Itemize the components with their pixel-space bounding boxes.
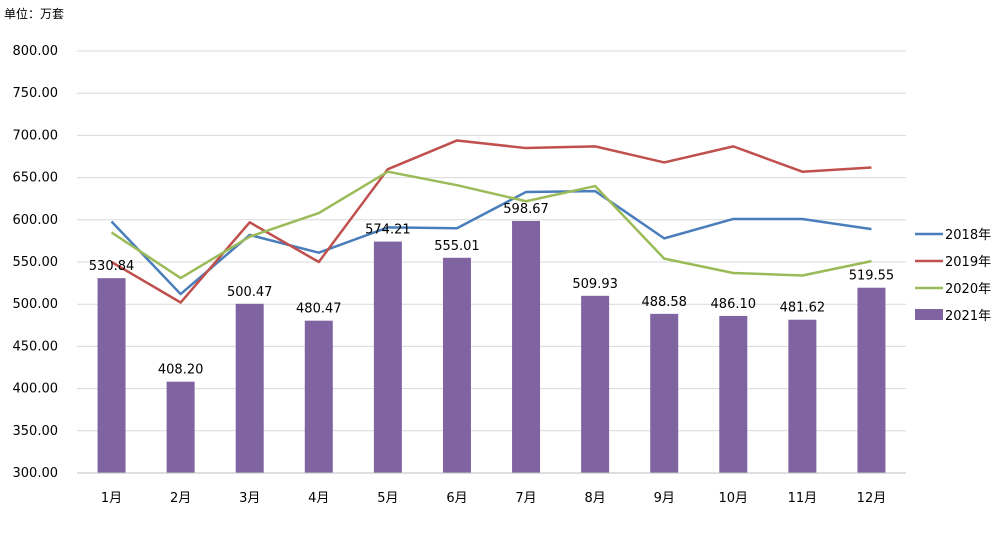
data-labels: 530.84 408.20 500.47 480.47 574.21 555.01 598.…: [89, 202, 894, 378]
bar: [373, 241, 402, 473]
x-tick-label: 4月: [308, 491, 329, 506]
y-tick-label: 350.00: [13, 424, 59, 439]
line-series-2018年: [110, 189, 872, 296]
data-label: 408.20: [158, 363, 204, 378]
grid-lines: [77, 50, 906, 474]
y-tick-label: 650.00: [13, 171, 59, 186]
bar: [581, 295, 610, 473]
bar-series: [97, 220, 886, 473]
x-axis: 1月 2月 3月 4月 5月 6月 7月 8月 9月 10月 11月 12月: [77, 472, 906, 506]
data-label: 509.93: [572, 277, 618, 292]
legend-label: 2018年: [945, 228, 991, 243]
legend-label: 2020年: [945, 282, 991, 297]
bar: [97, 278, 126, 473]
x-tick-label: 5月: [377, 491, 398, 506]
y-tick-label: 600.00: [13, 213, 59, 228]
y-tick-label: 800.00: [13, 44, 59, 59]
data-label: 488.58: [641, 295, 687, 310]
y-tick-label: 500.00: [13, 297, 59, 312]
x-tick-label: 6月: [446, 491, 467, 506]
y-tick-label: 750.00: [13, 86, 59, 101]
x-tick-label: 3月: [239, 491, 260, 506]
y-tick-label: 300.00: [13, 466, 59, 481]
data-label: 500.47: [227, 285, 273, 300]
data-label: 574.21: [365, 223, 411, 238]
y-tick-label: 400.00: [13, 382, 59, 397]
unit-label: 单位：万套: [4, 7, 65, 21]
legend-label: 2021年: [945, 309, 991, 324]
bar: [719, 315, 748, 473]
line-series-2020年: [110, 170, 872, 280]
x-tick-label: 12月: [857, 491, 887, 506]
x-tick-label: 7月: [515, 491, 536, 506]
line-series-2019年: [110, 139, 872, 304]
y-tick-label: 700.00: [13, 128, 59, 143]
data-label: 481.62: [780, 301, 826, 316]
bar: [442, 257, 471, 473]
bar: [512, 220, 541, 473]
x-tick-label: 9月: [654, 491, 675, 506]
data-label: 480.47: [296, 302, 342, 317]
legend: 2018年 2019年 2020年 2021年: [915, 228, 991, 324]
bar: [304, 320, 333, 473]
y-axis: 300.00 350.00 400.00 450.00 500.00 550.00 600.…: [13, 44, 59, 481]
line-series: [110, 139, 872, 304]
bar: [650, 313, 679, 473]
data-label: 598.67: [503, 202, 549, 217]
bar: [235, 303, 264, 473]
y-tick-label: 550.00: [13, 255, 59, 270]
x-tick-label: 11月: [788, 491, 818, 506]
bar: [166, 381, 195, 473]
legend-swatch: [915, 309, 943, 320]
data-label: 555.01: [434, 239, 480, 254]
data-label: 519.55: [849, 269, 895, 284]
bar: [788, 319, 817, 473]
bar: [857, 287, 886, 473]
y-tick-label: 450.00: [13, 339, 59, 354]
data-label: 530.84: [89, 259, 135, 274]
data-label: 486.10: [711, 297, 757, 312]
x-tick-label: 2月: [170, 491, 191, 506]
legend-label: 2019年: [945, 255, 991, 270]
x-tick-label: 8月: [584, 491, 605, 506]
x-tick-label: 10月: [719, 491, 749, 506]
x-tick-label: 1月: [101, 491, 122, 506]
